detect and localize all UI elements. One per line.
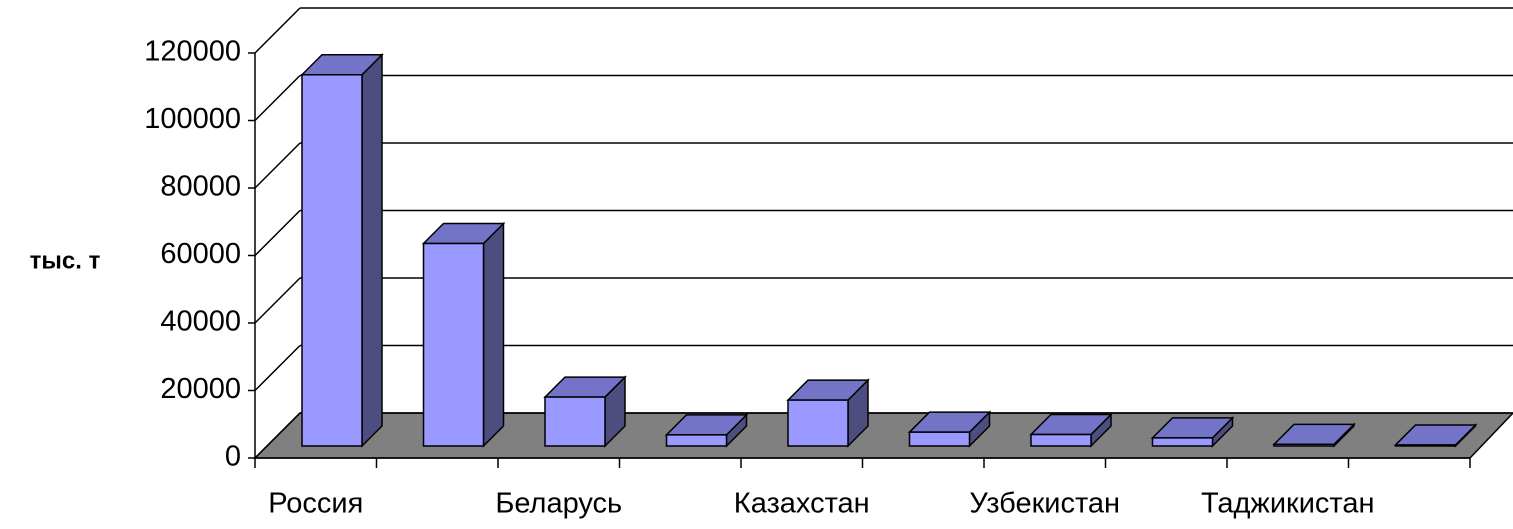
y-axis-label: тыс. т	[30, 247, 101, 274]
y-tick-label: 20000	[160, 373, 241, 405]
grid-line	[254, 7, 301, 54]
bar	[1030, 433, 1092, 447]
y-tick-label: 0	[225, 441, 241, 473]
x-tick-label: Россия	[268, 488, 363, 520]
bar	[908, 431, 971, 447]
y-tick-label: 100000	[144, 103, 241, 135]
grid-line	[254, 142, 301, 189]
y-tick-label: 60000	[160, 238, 241, 270]
bar-side	[482, 221, 505, 448]
y-tick-label: 80000	[160, 171, 241, 203]
bar-side	[361, 52, 383, 448]
x-tick-label: Узбекистан	[969, 488, 1120, 520]
bar	[1151, 437, 1214, 447]
x-tick-label: Таджикистан	[1201, 488, 1375, 520]
bar	[422, 242, 485, 447]
x-tick-label: Казахстан	[734, 488, 870, 520]
bar	[544, 396, 606, 447]
bar	[301, 74, 363, 447]
bar	[1273, 443, 1335, 447]
y-tick-label: 40000	[160, 306, 241, 338]
y-tick-label: 120000	[144, 36, 241, 68]
x-tick-label: Беларусь	[495, 488, 622, 520]
grid-line	[254, 412, 301, 459]
bar	[1394, 444, 1457, 447]
bar	[787, 399, 849, 447]
grid-line	[254, 74, 301, 122]
bar	[665, 434, 728, 447]
grid-line	[254, 344, 301, 392]
grid-line	[254, 277, 301, 324]
grid-line	[254, 209, 301, 257]
